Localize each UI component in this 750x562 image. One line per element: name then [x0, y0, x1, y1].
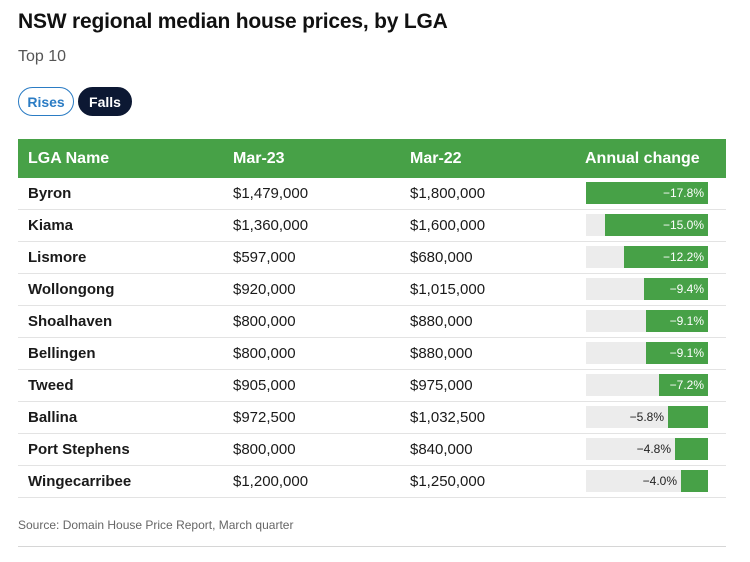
table-row: Bellingen $800,000 $880,000 −9.1% [18, 338, 726, 370]
mar-23-cell: $800,000 [233, 345, 296, 362]
annual-change-cell: −5.8% [585, 402, 726, 433]
chart-title: NSW regional median house prices, by LGA [18, 10, 448, 33]
header-mar-22: Mar-22 [410, 149, 462, 167]
change-bar-track: −4.8% [586, 438, 708, 460]
table-body: Byron $1,479,000 $1,800,000 −17.8% Kiama $1,3… [18, 178, 726, 498]
lga-name-cell: Bellingen [28, 345, 96, 362]
table-row: Port Stephens $800,000 $840,000 −4.8% [18, 434, 726, 466]
header-annual-change: Annual change [585, 149, 700, 167]
header-mar-23: Mar-23 [233, 149, 285, 167]
change-bar [659, 374, 708, 396]
mar-22-cell: $680,000 [410, 249, 473, 266]
table-row: Shoalhaven $800,000 $880,000 −9.1% [18, 306, 726, 338]
annual-change-cell: −9.1% [585, 338, 726, 369]
change-label: −4.0% [642, 474, 677, 488]
annual-change-cell: −4.8% [585, 434, 726, 465]
change-label: −17.8% [662, 186, 704, 200]
lga-name-cell: Wingecarribee [28, 473, 132, 490]
change-label: −4.8% [636, 442, 671, 456]
table-row: Byron $1,479,000 $1,800,000 −17.8% [18, 178, 726, 210]
change-bar [605, 214, 708, 236]
mar-23-cell: $1,200,000 [233, 473, 309, 490]
annual-change-cell: −7.2% [585, 370, 726, 401]
lga-name-cell: Port Stephens [28, 441, 130, 458]
annual-change-cell: −9.4% [585, 274, 726, 305]
mar-23-cell: $1,360,000 [233, 217, 309, 234]
mar-23-cell: $972,500 [233, 409, 296, 426]
mar-22-cell: $1,032,500 [410, 409, 486, 426]
chart-subtitle: Top 10 [18, 48, 67, 65]
change-bar-track: −9.4% [586, 278, 708, 300]
mar-23-cell: $920,000 [233, 281, 296, 298]
source-note: Source: Domain House Price Report, March… [18, 518, 294, 532]
prices-table: LGA Name Mar-23 Mar-22 Annual change Byr… [18, 139, 726, 498]
falls-button[interactable]: Falls [78, 87, 132, 116]
table-row: Wollongong $920,000 $1,015,000 −9.4% [18, 274, 726, 306]
change-bar-track: −5.8% [586, 406, 708, 428]
mar-23-cell: $1,479,000 [233, 185, 309, 202]
mar-22-cell: $880,000 [410, 345, 473, 362]
change-bar-track: −9.1% [586, 342, 708, 364]
change-bar [675, 438, 708, 460]
change-bar-track: −15.0% [586, 214, 708, 236]
rises-button[interactable]: Rises [18, 87, 74, 116]
lga-name-cell: Byron [28, 185, 72, 202]
bottom-divider [18, 546, 726, 547]
change-bar [646, 310, 708, 332]
lga-name-cell: Shoalhaven [28, 313, 113, 330]
mar-22-cell: $880,000 [410, 313, 473, 330]
mar-22-cell: $1,015,000 [410, 281, 486, 298]
rises-falls-toggle: Rises Falls [18, 87, 132, 116]
change-label: −9.1% [669, 314, 704, 328]
change-label: −9.4% [669, 282, 704, 296]
table-row: Lismore $597,000 $680,000 −12.2% [18, 242, 726, 274]
table-row: Tweed $905,000 $975,000 −7.2% [18, 370, 726, 402]
change-bar-track: −17.8% [586, 182, 708, 204]
mar-22-cell: $1,800,000 [410, 185, 486, 202]
lga-name-cell: Ballina [28, 409, 78, 426]
change-bar-track: −9.1% [586, 310, 708, 332]
change-label: −9.1% [669, 346, 704, 360]
annual-change-cell: −9.1% [585, 306, 726, 337]
table-row: Ballina $972,500 $1,032,500 −5.8% [18, 402, 726, 434]
lga-name-cell: Tweed [28, 377, 74, 394]
change-bar [624, 246, 708, 268]
mar-23-cell: $905,000 [233, 377, 296, 394]
mar-23-cell: $800,000 [233, 441, 296, 458]
annual-change-cell: −4.0% [585, 466, 726, 497]
change-label: −15.0% [662, 218, 704, 232]
change-bar [586, 182, 708, 204]
mar-22-cell: $840,000 [410, 441, 473, 458]
annual-change-cell: −12.2% [585, 242, 726, 273]
mar-22-cell: $1,250,000 [410, 473, 486, 490]
annual-change-cell: −15.0% [585, 210, 726, 241]
header-lga-name: LGA Name [28, 149, 110, 167]
mar-23-cell: $800,000 [233, 313, 296, 330]
change-bar [668, 406, 708, 428]
change-bar [646, 342, 708, 364]
annual-change-cell: −17.8% [585, 178, 726, 209]
mar-22-cell: $975,000 [410, 377, 473, 394]
change-bar-track: −4.0% [586, 470, 708, 492]
lga-name-cell: Kiama [28, 217, 74, 234]
change-label: −7.2% [669, 378, 704, 392]
change-label: −5.8% [629, 410, 664, 424]
table-header: LGA Name Mar-23 Mar-22 Annual change [18, 139, 726, 178]
change-bar-track: −12.2% [586, 246, 708, 268]
table-row: Kiama $1,360,000 $1,600,000 −15.0% [18, 210, 726, 242]
mar-23-cell: $597,000 [233, 249, 296, 266]
change-label: −12.2% [662, 250, 704, 264]
lga-name-cell: Wollongong [28, 281, 115, 298]
mar-22-cell: $1,600,000 [410, 217, 486, 234]
table-row: Wingecarribee $1,200,000 $1,250,000 −4.0% [18, 466, 726, 498]
change-bar [681, 470, 708, 492]
lga-name-cell: Lismore [28, 249, 87, 266]
change-bar-track: −7.2% [586, 374, 708, 396]
change-bar [644, 278, 708, 300]
